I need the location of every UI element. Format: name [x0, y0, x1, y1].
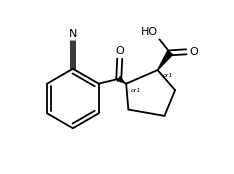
Text: HO: HO	[140, 27, 158, 37]
Text: O: O	[189, 47, 198, 57]
Text: N: N	[69, 29, 77, 39]
Text: or1: or1	[131, 88, 141, 93]
Text: or1: or1	[162, 73, 173, 78]
Text: O: O	[115, 46, 124, 56]
Polygon shape	[158, 51, 172, 70]
